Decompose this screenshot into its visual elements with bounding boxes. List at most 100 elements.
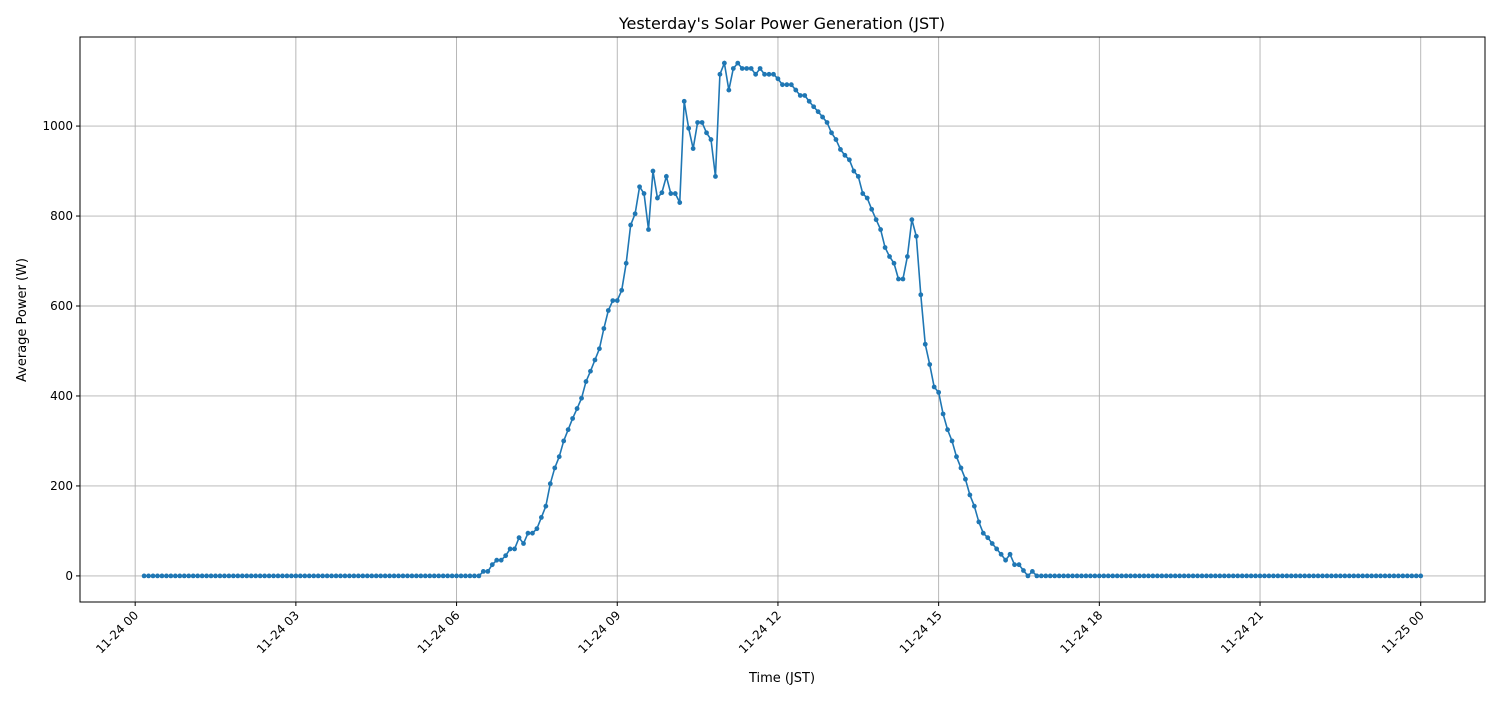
data-point xyxy=(1186,573,1192,579)
data-point xyxy=(1204,573,1209,579)
y-tick-label: 400 xyxy=(50,389,73,403)
data-point xyxy=(637,184,642,190)
data-point xyxy=(1373,573,1379,579)
data-point xyxy=(360,573,366,579)
data-point xyxy=(882,245,888,250)
data-point xyxy=(579,395,584,401)
data-point xyxy=(1007,551,1013,557)
data-point xyxy=(489,562,495,568)
data-point xyxy=(230,573,236,579)
x-tick-label: 11-24 15 xyxy=(897,608,945,656)
x-tick-label: 11-24 21 xyxy=(1218,608,1266,656)
data-point xyxy=(793,87,799,93)
data-point xyxy=(164,573,169,579)
data-point xyxy=(628,222,634,228)
data-point xyxy=(713,174,718,179)
data-point xyxy=(373,573,379,579)
x-axis: 11-24 00 11-24 03 11-24 06 11-24 09 11-24 12… xyxy=(93,602,1427,656)
data-point xyxy=(391,573,397,579)
data-point xyxy=(458,573,464,579)
data-point xyxy=(1119,573,1125,579)
data-point xyxy=(181,573,187,579)
data-point xyxy=(1083,573,1089,579)
data-point xyxy=(1253,573,1258,579)
data-point xyxy=(244,573,250,579)
data-point xyxy=(1154,573,1160,579)
data-point xyxy=(842,152,848,158)
data-point xyxy=(525,530,531,536)
data-point xyxy=(275,573,281,579)
data-point xyxy=(1221,573,1227,579)
data-point xyxy=(213,573,218,579)
data-point xyxy=(721,60,727,66)
data-point xyxy=(717,71,723,77)
data-point xyxy=(369,573,375,579)
data-point xyxy=(1177,573,1183,579)
data-point xyxy=(650,168,656,174)
data-point xyxy=(730,66,736,71)
data-point xyxy=(1271,573,1276,579)
data-point xyxy=(400,573,406,579)
data-point xyxy=(565,427,571,433)
power-line xyxy=(144,60,1421,578)
data-point xyxy=(485,569,491,574)
data-point xyxy=(735,60,741,66)
data-point xyxy=(994,546,1000,552)
data-point xyxy=(726,87,732,93)
data-point xyxy=(1382,573,1388,579)
data-point xyxy=(190,573,196,579)
x-tick-label: 11-24 12 xyxy=(736,608,784,656)
data-point xyxy=(378,573,384,579)
data-point xyxy=(1212,573,1218,579)
data-point xyxy=(1324,573,1330,579)
data-point xyxy=(1230,573,1236,579)
data-point xyxy=(802,93,808,98)
data-point xyxy=(1123,573,1129,579)
data-point xyxy=(1052,573,1058,579)
data-point xyxy=(364,573,370,579)
data-point xyxy=(788,82,794,88)
data-point xyxy=(556,454,562,460)
data-point xyxy=(333,573,339,579)
data-point xyxy=(204,573,209,579)
data-point xyxy=(708,137,714,142)
data-point xyxy=(588,368,593,374)
data-point xyxy=(284,573,290,579)
data-point xyxy=(498,557,504,563)
data-point xyxy=(1306,573,1312,579)
data-point xyxy=(913,233,919,239)
data-point xyxy=(829,130,834,136)
data-point xyxy=(623,260,629,266)
data-point xyxy=(838,147,843,152)
data-point xyxy=(655,195,660,201)
data-point xyxy=(757,66,763,71)
data-point xyxy=(632,211,638,217)
data-point xyxy=(619,287,625,293)
x-tick-label: 11-24 03 xyxy=(254,608,302,656)
data-point xyxy=(887,254,892,259)
data-point xyxy=(931,384,937,390)
data-point xyxy=(864,195,870,201)
x-tick-label: 11-24 09 xyxy=(575,608,623,656)
data-point xyxy=(686,125,692,131)
data-point xyxy=(409,573,415,579)
data-point xyxy=(186,573,192,579)
data-point xyxy=(695,120,701,125)
data-point xyxy=(1025,573,1031,579)
data-point xyxy=(574,406,580,411)
data-point xyxy=(1003,557,1008,563)
data-point xyxy=(659,190,665,196)
data-point xyxy=(1320,573,1325,579)
data-point xyxy=(454,573,459,579)
data-point xyxy=(1297,573,1303,579)
data-point xyxy=(846,157,852,163)
data-point xyxy=(1150,573,1156,579)
data-point xyxy=(1056,573,1062,579)
data-point xyxy=(775,76,781,82)
data-point xyxy=(1146,573,1151,579)
data-point xyxy=(699,120,705,125)
data-point xyxy=(1329,573,1334,579)
data-point xyxy=(248,573,254,579)
data-point xyxy=(1235,573,1241,579)
